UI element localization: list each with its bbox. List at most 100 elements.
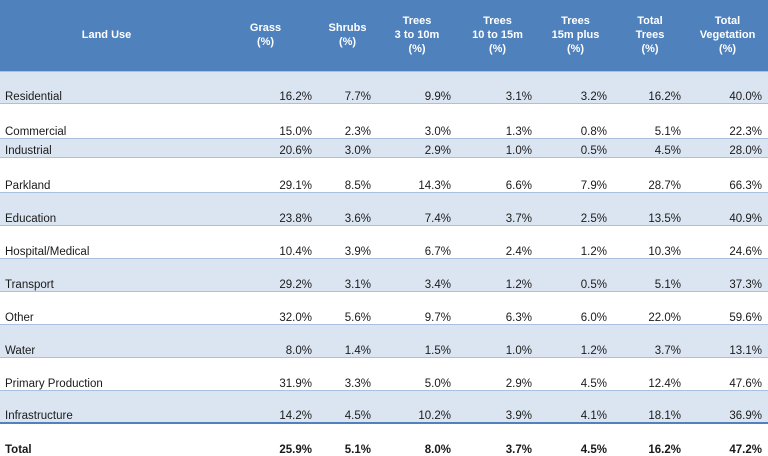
- total-cell-grass: 25.9%: [213, 422, 318, 456]
- cell-trees-15-plus: 3.2%: [538, 70, 613, 103]
- cell-trees-10-15: 6.3%: [457, 290, 538, 324]
- cell-trees-15-plus: 0.5%: [538, 137, 613, 157]
- cell-trees-15-plus: 1.2%: [538, 224, 613, 258]
- table-row: Water 8.0% 1.4% 1.5% 1.0% 1.2% 3.7% 13.1%: [0, 323, 768, 357]
- cell-grass: 29.1%: [213, 156, 318, 192]
- header-total-vegetation: Total Vegetation (%): [687, 0, 768, 71]
- cell-total-vegetation: 37.3%: [687, 257, 768, 291]
- header-line: Total: [714, 15, 741, 28]
- table-row: Parkland 29.1% 8.5% 14.3% 6.6% 7.9% 28.7% 66.3%: [0, 156, 768, 192]
- total-cell-trees-10-15: 3.7%: [457, 422, 538, 456]
- cell-trees-10-15: 3.1%: [457, 70, 538, 103]
- cell-trees-3-10: 5.0%: [377, 356, 457, 390]
- header-line: (%): [256, 36, 275, 49]
- cell-land-use: Transport: [0, 257, 213, 291]
- cell-trees-15-plus: 4.1%: [538, 389, 613, 423]
- table-row: Residential 16.2% 7.7% 9.9% 3.1% 3.2% 16.2% 40.…: [0, 70, 768, 103]
- header-line: (%): [408, 43, 426, 56]
- header-line: (%): [641, 43, 659, 56]
- cell-trees-3-10: 10.2%: [377, 389, 457, 423]
- cell-trees-15-plus: 6.0%: [538, 290, 613, 324]
- cell-total-vegetation: 22.3%: [687, 102, 768, 138]
- total-cell-trees-15-plus: 4.5%: [538, 422, 613, 456]
- cell-trees-10-15: 1.0%: [457, 323, 538, 357]
- header-line: (%): [718, 43, 737, 56]
- cell-trees-10-15: 1.0%: [457, 137, 538, 157]
- cell-total-trees: 10.3%: [613, 224, 687, 258]
- cell-grass: 20.6%: [213, 137, 318, 157]
- cell-land-use: Primary Production: [0, 356, 213, 390]
- cell-trees-3-10: 6.7%: [377, 224, 457, 258]
- cell-trees-10-15: 2.9%: [457, 356, 538, 390]
- cell-trees-10-15: 1.3%: [457, 102, 538, 138]
- header-line: Trees: [561, 15, 590, 28]
- header-land-use: Land Use: [0, 0, 213, 71]
- header-line: Grass: [249, 22, 282, 35]
- cell-total-trees: 3.7%: [613, 323, 687, 357]
- cell-shrubs: 3.9%: [318, 224, 377, 258]
- header-line: (%): [338, 36, 357, 49]
- header-trees-15-plus: Trees 15m plus (%): [538, 0, 613, 71]
- cell-trees-10-15: 3.7%: [457, 191, 538, 225]
- header-line: Trees: [402, 15, 432, 28]
- header-line: Trees: [635, 29, 665, 42]
- cell-land-use: Hospital/Medical: [0, 224, 213, 258]
- cell-land-use: Parkland: [0, 156, 213, 192]
- header-line: (%): [488, 43, 507, 56]
- cell-trees-3-10: 9.7%: [377, 290, 457, 324]
- table-row: Commercial 15.0% 2.3% 3.0% 1.3% 0.8% 5.1% 22.3%: [0, 102, 768, 138]
- cell-trees-3-10: 1.5%: [377, 323, 457, 357]
- table-row: Industrial 20.6% 3.0% 2.9% 1.0% 0.5% 4.5% 28.0%: [0, 137, 768, 157]
- header-total-trees: Total Trees (%): [613, 0, 687, 71]
- cell-trees-10-15: 6.6%: [457, 156, 538, 192]
- cell-total-trees: 5.1%: [613, 257, 687, 291]
- table-row: Other 32.0% 5.6% 9.7% 6.3% 6.0% 22.0% 59.6%: [0, 290, 768, 324]
- total-cell-shrubs: 5.1%: [318, 422, 377, 456]
- cell-shrubs: 5.6%: [318, 290, 377, 324]
- cell-trees-10-15: 3.9%: [457, 389, 538, 423]
- cell-trees-15-plus: 2.5%: [538, 191, 613, 225]
- total-cell-land-use: Total: [0, 422, 213, 456]
- table-body: Residential 16.2% 7.7% 9.9% 3.1% 3.2% 16.2% 40.…: [0, 70, 768, 456]
- cell-grass: 15.0%: [213, 102, 318, 138]
- header-line: 15m plus: [551, 29, 600, 42]
- cell-trees-10-15: 1.2%: [457, 257, 538, 291]
- cell-total-vegetation: 13.1%: [687, 323, 768, 357]
- table-row: Primary Production 31.9% 3.3% 5.0% 2.9% 4.5% 1…: [0, 356, 768, 390]
- cell-grass: 16.2%: [213, 70, 318, 103]
- cell-grass: 29.2%: [213, 257, 318, 291]
- cell-trees-10-15: 2.4%: [457, 224, 538, 258]
- cell-shrubs: 3.0%: [318, 137, 377, 157]
- header-trees-3-10: Trees 3 to 10m (%): [377, 0, 457, 71]
- header-line: Total: [637, 15, 663, 28]
- table-row: Infrastructure 14.2% 4.5% 10.2% 3.9% 4.1% 18.1…: [0, 389, 768, 423]
- header-line: 10 to 15m: [472, 29, 523, 42]
- cell-land-use: Other: [0, 290, 213, 324]
- cell-total-trees: 16.2%: [613, 70, 687, 103]
- cell-shrubs: 3.1%: [318, 257, 377, 291]
- total-cell-total-vegetation: 47.2%: [687, 422, 768, 456]
- cell-shrubs: 2.3%: [318, 102, 377, 138]
- cell-trees-3-10: 14.3%: [377, 156, 457, 192]
- cell-trees-15-plus: 7.9%: [538, 156, 613, 192]
- cell-trees-3-10: 2.9%: [377, 137, 457, 157]
- cell-shrubs: 7.7%: [318, 70, 377, 103]
- cell-total-trees: 12.4%: [613, 356, 687, 390]
- cell-shrubs: 3.6%: [318, 191, 377, 225]
- cell-grass: 10.4%: [213, 224, 318, 258]
- cell-grass: 32.0%: [213, 290, 318, 324]
- header-line: Shrubs: [328, 22, 367, 35]
- total-cell-trees-3-10: 8.0%: [377, 422, 457, 456]
- header-line: Vegetation: [699, 29, 756, 42]
- header-line: (%): [566, 43, 585, 56]
- cell-total-trees: 13.5%: [613, 191, 687, 225]
- cell-trees-15-plus: 0.5%: [538, 257, 613, 291]
- cell-trees-3-10: 9.9%: [377, 70, 457, 103]
- cell-total-trees: 22.0%: [613, 290, 687, 324]
- table-row: Transport 29.2% 3.1% 3.4% 1.2% 0.5% 5.1% 37.3%: [0, 257, 768, 291]
- cell-grass: 23.8%: [213, 191, 318, 225]
- cell-total-vegetation: 59.6%: [687, 290, 768, 324]
- header-grass: Grass (%): [213, 0, 318, 71]
- cell-trees-15-plus: 0.8%: [538, 102, 613, 138]
